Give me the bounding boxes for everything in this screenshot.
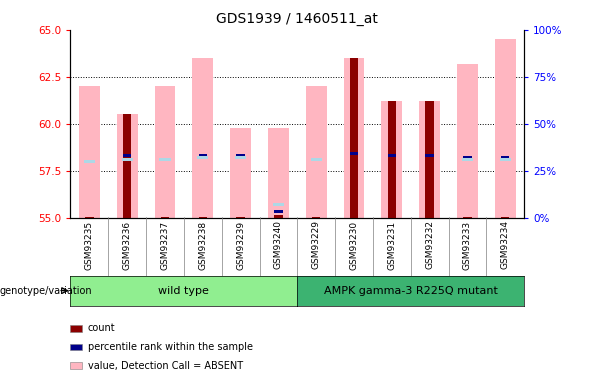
- Bar: [123, 154, 131, 157]
- Text: count: count: [88, 323, 115, 333]
- Text: GSM93237: GSM93237: [161, 220, 170, 270]
- Text: wild type: wild type: [159, 286, 209, 296]
- Bar: [419, 101, 440, 217]
- Bar: [274, 210, 283, 213]
- Bar: [350, 58, 358, 217]
- Bar: [159, 158, 170, 161]
- Text: GSM93239: GSM93239: [236, 220, 245, 270]
- Bar: [121, 158, 133, 161]
- Bar: [117, 114, 137, 218]
- Bar: [197, 156, 208, 159]
- Text: genotype/variation: genotype/variation: [0, 286, 93, 296]
- Text: GSM93230: GSM93230: [349, 220, 359, 270]
- Bar: [350, 152, 358, 155]
- Bar: [311, 158, 322, 161]
- Text: GSM93231: GSM93231: [387, 220, 397, 270]
- Bar: [425, 154, 434, 157]
- Bar: [462, 158, 473, 161]
- Bar: [500, 158, 511, 161]
- Text: GSM93229: GSM93229: [311, 220, 321, 269]
- Bar: [387, 154, 396, 157]
- Bar: [344, 58, 364, 217]
- Text: value, Detection Call = ABSENT: value, Detection Call = ABSENT: [88, 361, 243, 370]
- Bar: [312, 158, 321, 161]
- Bar: [306, 86, 327, 218]
- Text: GSM93236: GSM93236: [123, 220, 132, 270]
- Text: GSM93233: GSM93233: [463, 220, 472, 270]
- Bar: [192, 58, 213, 217]
- Bar: [273, 203, 284, 206]
- Bar: [79, 86, 100, 218]
- Bar: [425, 101, 434, 217]
- Bar: [495, 39, 516, 218]
- Text: GSM93238: GSM93238: [198, 220, 207, 270]
- Text: GSM93240: GSM93240: [274, 220, 283, 269]
- Bar: [457, 64, 478, 217]
- Bar: [84, 160, 95, 163]
- Bar: [381, 101, 402, 217]
- Bar: [463, 156, 471, 159]
- Text: percentile rank within the sample: percentile rank within the sample: [88, 342, 253, 352]
- Bar: [123, 114, 131, 218]
- Bar: [268, 128, 289, 218]
- Text: GSM93235: GSM93235: [85, 220, 94, 270]
- Text: AMPK gamma-3 R225Q mutant: AMPK gamma-3 R225Q mutant: [324, 286, 498, 296]
- Text: GSM93232: GSM93232: [425, 220, 434, 269]
- Title: GDS1939 / 1460511_at: GDS1939 / 1460511_at: [216, 12, 378, 26]
- Bar: [274, 214, 283, 217]
- Bar: [154, 86, 175, 218]
- Bar: [501, 156, 509, 159]
- Bar: [387, 101, 396, 217]
- Bar: [235, 156, 246, 159]
- Text: GSM93234: GSM93234: [501, 220, 510, 269]
- Bar: [199, 154, 207, 157]
- Bar: [161, 158, 169, 161]
- Bar: [237, 154, 245, 157]
- Bar: [230, 128, 251, 218]
- Bar: [85, 160, 94, 163]
